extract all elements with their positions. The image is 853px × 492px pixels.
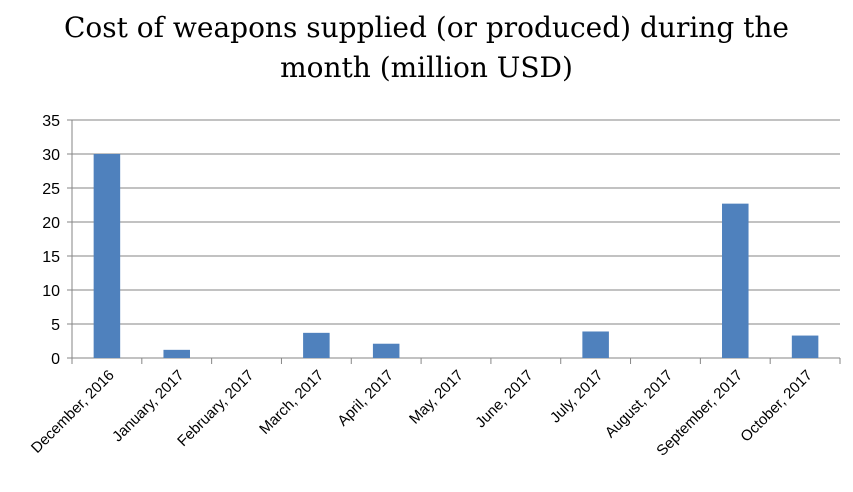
x-category-label: October, 2017	[737, 367, 816, 446]
axes	[67, 119, 841, 364]
bar	[163, 349, 190, 358]
x-category-label: April, 2017	[334, 367, 397, 430]
x-category-label: August, 2017	[602, 367, 677, 442]
y-tick-label: 0	[51, 351, 60, 368]
bar	[791, 335, 819, 358]
chart-title: Cost of weapons supplied (or produced) d…	[0, 8, 853, 88]
bar	[93, 154, 121, 358]
y-tick-label: 35	[42, 113, 60, 130]
chart-title-line-1: Cost of weapons supplied (or produced) d…	[64, 11, 789, 44]
y-axis-ticks: 0 5 10 15 20 25 30 35	[42, 113, 60, 368]
bar	[582, 331, 609, 358]
y-tick-label: 10	[42, 283, 60, 300]
x-category-label: June, 2017	[472, 367, 537, 432]
bars	[93, 154, 819, 358]
x-category-label: July, 2017	[547, 367, 607, 427]
gridlines	[72, 119, 840, 325]
x-category-label: January, 2017	[109, 367, 187, 445]
x-category-label: March, 2017	[256, 367, 327, 438]
y-tick-label: 25	[42, 181, 60, 198]
bar	[372, 343, 400, 358]
x-category-label: May, 2017	[406, 367, 467, 428]
y-tick-label: 20	[42, 215, 60, 232]
bar	[722, 203, 749, 358]
y-tick-label: 15	[42, 249, 60, 266]
y-tick-label: 30	[42, 147, 60, 164]
y-tick-label: 5	[51, 317, 60, 334]
chart-title-line-2: month (million USD)	[280, 51, 573, 84]
bar	[303, 332, 330, 358]
x-category-label: December, 2016	[28, 367, 118, 457]
